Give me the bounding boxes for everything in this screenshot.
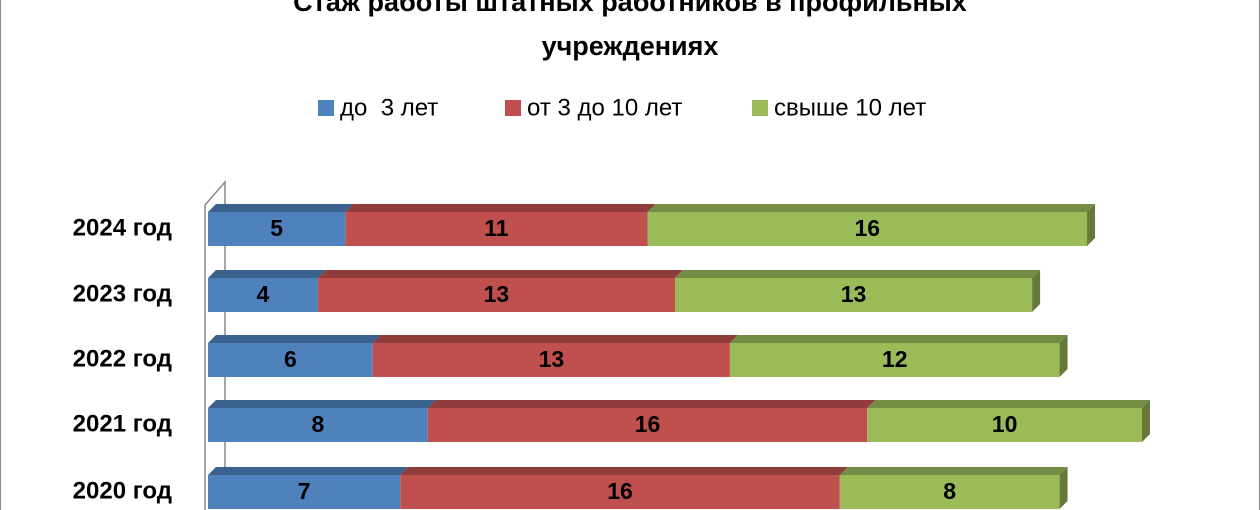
bar-top (208, 270, 326, 278)
bar-top (867, 400, 1150, 408)
bar-top (729, 335, 1068, 343)
data-label: 11 (484, 215, 509, 241)
bar (208, 408, 428, 442)
bar-top (674, 270, 1041, 278)
bar (208, 475, 401, 509)
legend-label: свыше 10 лет (774, 94, 926, 121)
bar-side (1059, 467, 1068, 509)
bar-top (208, 204, 354, 212)
bar-top (427, 400, 876, 408)
data-label: 10 (992, 411, 1018, 437)
bar (647, 212, 1088, 246)
bar (208, 343, 373, 377)
data-label: 8 (943, 478, 956, 504)
data-label: 16 (854, 215, 880, 241)
bar-top (208, 400, 436, 408)
data-label: 12 (882, 346, 908, 372)
y-tick-label: 2021 год (73, 410, 172, 437)
bar (867, 408, 1142, 442)
y-tick-label: 2020 год (73, 477, 172, 504)
bar (839, 475, 1060, 509)
legend-label: от 3 до 10 лет (527, 94, 682, 121)
y-tick-label: 2023 год (73, 280, 172, 307)
y-tick-label: 2024 год (73, 214, 172, 241)
bar-top (400, 467, 848, 475)
chart-title: учреждениях (542, 31, 719, 61)
bar-side (1087, 204, 1096, 246)
bar-top (647, 204, 1096, 212)
bar (372, 343, 730, 377)
data-label: 13 (841, 281, 867, 307)
bar (317, 278, 675, 312)
bar (674, 278, 1033, 312)
bar-top (372, 335, 738, 343)
legend-swatch (752, 100, 768, 116)
y-tick-label: 2022 год (73, 345, 172, 372)
data-label: 4 (257, 281, 270, 307)
bar (208, 212, 346, 246)
data-label: 7 (298, 478, 311, 504)
bar (208, 278, 318, 312)
bar-top (208, 335, 381, 343)
bar-side (1059, 335, 1068, 377)
data-label: 16 (607, 478, 633, 504)
bar (345, 212, 648, 246)
legend-swatch (505, 100, 521, 116)
legend-label: до 3 лет (340, 94, 438, 121)
data-label: 8 (311, 411, 324, 437)
data-label: 13 (484, 281, 510, 307)
chart-title: Стаж работы штатных работников в профиль… (293, 0, 967, 17)
bar-side (1032, 270, 1041, 312)
data-label: 6 (284, 346, 297, 372)
bar (400, 475, 840, 509)
data-label: 13 (539, 346, 565, 372)
bar-side (1141, 400, 1150, 442)
data-label: 5 (270, 215, 283, 241)
legend-swatch (318, 100, 334, 116)
bar (427, 408, 868, 442)
bar-top (317, 270, 683, 278)
bar-top (345, 204, 656, 212)
bar-top (208, 467, 409, 475)
bar (729, 343, 1060, 377)
bar-top (839, 467, 1068, 475)
data-label: 16 (635, 411, 661, 437)
